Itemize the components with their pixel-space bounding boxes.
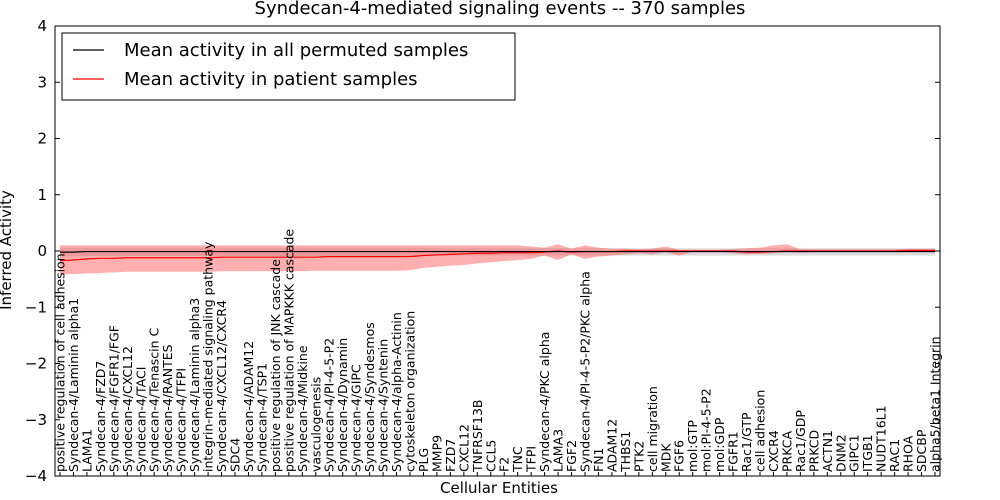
line-series-0 — [60, 250, 935, 253]
category-label: MMP9 — [429, 435, 444, 472]
category-label: CCL5 — [483, 440, 498, 472]
category-label: integrin-mediated signaling pathway — [201, 241, 216, 472]
category-label: ITGB1 — [860, 434, 875, 472]
category-label: PRKCA — [779, 431, 794, 472]
category-label: RAC1 — [887, 439, 902, 472]
category-label: Syndecan-4/Laminin alpha3 — [187, 298, 202, 472]
legend-box — [61, 32, 516, 101]
category-label: CXCL12 — [456, 424, 471, 472]
category-label: Rac1/GTP — [739, 412, 754, 472]
category-label: cell adhesion — [753, 390, 768, 472]
category-label: cell migration — [645, 386, 660, 472]
y-axis-ticks: −4 −3 −2 −1 0 1 2 3 4 — [25, 17, 940, 485]
x-axis-label: Cellular Entities — [440, 479, 558, 497]
series-lines — [59, 249, 935, 262]
category-label: DNM2 — [833, 434, 848, 472]
category-label: NUDT16L1 — [874, 405, 889, 472]
category-label: F2 — [497, 457, 512, 472]
legend-label-permuted: Mean activity in all permuted samples — [124, 40, 468, 61]
category-label: Syndecan-4/Midkine — [295, 345, 310, 472]
category-label: Rac1/GDP — [793, 410, 808, 472]
category-label: PRKCD — [806, 430, 821, 472]
category-label: Syndecan-4/PKC alpha — [537, 332, 552, 472]
category-label: Syndecan-4/Tenascin C — [147, 327, 162, 472]
category-label: cytoskeleton organization — [403, 311, 418, 472]
category-label: RHOA — [901, 435, 916, 472]
category-label: mol:GTP — [685, 420, 700, 472]
plot-frame — [54, 25, 941, 477]
category-label: LAMA3 — [551, 429, 566, 472]
category-label: TNFRSF13B — [470, 400, 485, 473]
category-label: FGF2 — [564, 440, 579, 472]
y-tick-label: 0 — [37, 242, 47, 260]
legend-label-patient: Mean activity in patient samples — [124, 69, 418, 90]
category-label: SDCBP — [914, 429, 929, 472]
y-tick-label: −2 — [25, 355, 47, 373]
category-label: CXCR4 — [766, 430, 781, 472]
category-label: Syndecan-4/FZD7 — [93, 361, 108, 472]
y-tick-label: −1 — [25, 298, 47, 316]
category-label: Syndecan-4/RANTES — [160, 344, 175, 472]
category-label: Syndecan-4/alpha-Actinin — [389, 312, 404, 472]
category-label: mol:GDP — [712, 417, 727, 472]
category-label: ACTN1 — [820, 430, 835, 472]
category-label: Syndecan-4/PI-4-5-P2 — [322, 338, 337, 472]
y-tick-label: 3 — [37, 73, 47, 91]
category-label: THBS1 — [618, 431, 633, 473]
category-label: Syndecan-4/Syntenin — [376, 339, 391, 472]
y-tick-label: −4 — [25, 467, 47, 485]
category-label: Syndecan-4/TACI — [133, 367, 148, 472]
category-label: PTK2 — [631, 441, 646, 472]
category-label: Syndecan-4/TFPI — [174, 368, 189, 472]
category-label: FZD7 — [443, 439, 458, 472]
category-label: TFPI — [524, 446, 539, 473]
category-label: Syndecan-4/FGFR1/FGF — [106, 325, 121, 472]
y-tick-label: 2 — [37, 130, 47, 148]
category-label: GIPC1 — [847, 434, 862, 472]
category-label: Syndecan-4/CXCL12/CXCR4 — [214, 300, 229, 472]
category-label: SDC4 — [228, 438, 243, 472]
category-label: Syndecan-4/Syndesmos — [362, 322, 377, 472]
category-label: positive regulation of MAPKKK cascade — [281, 229, 296, 472]
category-label: Syndecan-4/TSP1 — [254, 363, 269, 472]
y-tick-label: −3 — [25, 411, 47, 429]
category-label: alpha5/beta1 Integrin — [928, 336, 943, 472]
category-label: FN1 — [591, 448, 606, 473]
category-label: Syndecan-4/GIPC — [349, 364, 364, 472]
y-tick-label: 1 — [37, 186, 47, 204]
category-label: Syndecan-4/PI-4-5-P2/PKC alpha — [578, 271, 593, 472]
category-label: PLG — [416, 448, 431, 472]
legend: Mean activity in all permuted samples Me… — [61, 32, 516, 101]
category-label: Syndecan-4/ADAM12 — [241, 341, 256, 472]
category-label: LAMA1 — [79, 429, 94, 472]
category-label: TNC — [510, 446, 525, 473]
category-label: Syndecan-4/Laminin alpha1 — [66, 298, 81, 472]
category-label: ADAM12 — [604, 419, 619, 472]
chart-title: Syndecan-4-mediated signaling events -- … — [255, 0, 746, 19]
category-labels: positive regulation of cell adhesionSynd… — [53, 229, 943, 476]
category-label: positive regulation of cell adhesion — [53, 253, 68, 472]
category-label: vasculogenesis — [308, 377, 323, 472]
category-label: FGF6 — [672, 440, 687, 472]
y-tick-label: 4 — [37, 17, 47, 35]
category-label: Syndecan-4/CXCL12 — [120, 346, 135, 472]
category-label: FGFR1 — [726, 431, 741, 472]
category-label: MDK — [658, 443, 673, 472]
category-label: Syndecan-4/Dynamin — [335, 338, 350, 472]
category-label: positive regulation of JNK cascade — [268, 259, 283, 472]
category-label: mol:PI-4-5-P2 — [699, 388, 714, 472]
y-axis-label: Inferred Activity — [0, 190, 15, 310]
